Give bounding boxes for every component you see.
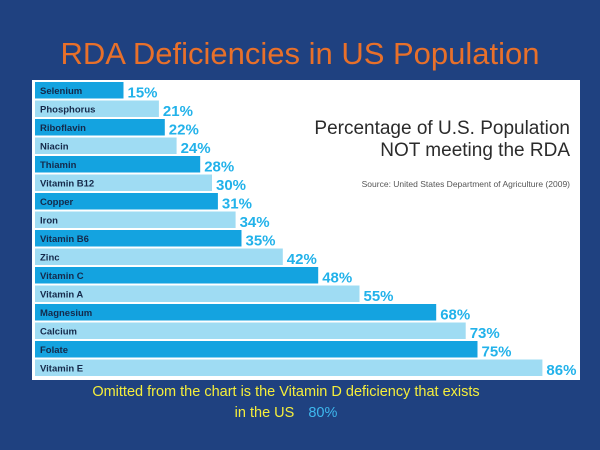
footnote-line-2: in the US bbox=[234, 405, 295, 421]
vitamin-d-value: 80% bbox=[308, 405, 338, 421]
value-label: 24% bbox=[181, 140, 211, 157]
bar-niacin bbox=[35, 137, 177, 154]
bar-zinc bbox=[35, 248, 283, 265]
category-label: Zinc bbox=[40, 252, 60, 263]
value-label: 48% bbox=[322, 270, 352, 287]
category-label: Vitamin A bbox=[40, 289, 83, 300]
chart-panel: Selenium 15% Phosphorus 21% Riboflavin 22% Nia… bbox=[32, 80, 580, 380]
chart-title: Percentage of U.S. Population NOT meetin… bbox=[262, 118, 570, 162]
value-label: 31% bbox=[222, 196, 252, 213]
bar-vitamin-c bbox=[35, 267, 319, 284]
bar-magnesium bbox=[35, 304, 437, 321]
category-label: Calcium bbox=[40, 326, 77, 337]
category-label: Phosphorus bbox=[40, 104, 95, 115]
value-label: 15% bbox=[128, 85, 158, 102]
chart-title-line-1: Percentage of U.S. Population bbox=[314, 118, 570, 139]
value-label: 42% bbox=[287, 251, 317, 268]
slide-title: RDA Deficiencies in US Population bbox=[60, 36, 540, 71]
bar-calcium bbox=[35, 322, 466, 339]
category-label: Vitamin C bbox=[40, 271, 84, 282]
bar-phosphorus bbox=[35, 100, 159, 117]
bar-vitamin-b12 bbox=[35, 174, 212, 191]
value-label: 55% bbox=[364, 288, 394, 305]
bar-folate bbox=[35, 341, 478, 358]
chart-title-line-2: NOT meeting the RDA bbox=[380, 140, 570, 161]
category-label: Vitamin B6 bbox=[40, 234, 89, 245]
category-label: Magnesium bbox=[40, 308, 92, 319]
footnote-line-1: Omitted from the chart is the Vitamin D … bbox=[92, 384, 480, 400]
value-label: 68% bbox=[440, 307, 470, 324]
category-label: Niacin bbox=[40, 141, 69, 152]
value-label: 86% bbox=[546, 362, 576, 379]
bar-copper bbox=[35, 193, 218, 210]
category-label: Riboflavin bbox=[40, 123, 86, 134]
category-label: Iron bbox=[40, 215, 58, 226]
chart-source: Source: United States Department of Agri… bbox=[361, 179, 570, 189]
category-label: Selenium bbox=[40, 86, 82, 97]
value-label: 22% bbox=[169, 122, 199, 139]
category-label: Vitamin B12 bbox=[40, 178, 94, 189]
category-label: Vitamin E bbox=[40, 363, 83, 374]
footnote: Omitted from the chart is the Vitamin D … bbox=[0, 382, 572, 424]
bar-selenium bbox=[35, 82, 124, 99]
bar-iron bbox=[35, 211, 236, 228]
value-label: 30% bbox=[216, 177, 246, 194]
bar-vitamin-e bbox=[35, 359, 543, 376]
bar-vitamin-b6 bbox=[35, 230, 242, 247]
bar-chart: Selenium 15% Phosphorus 21% Riboflavin 22% Nia… bbox=[35, 82, 576, 379]
value-label: 75% bbox=[482, 344, 512, 361]
value-label: 73% bbox=[470, 325, 500, 342]
category-label: Copper bbox=[40, 197, 74, 208]
value-label: 35% bbox=[246, 233, 276, 250]
value-label: 28% bbox=[204, 159, 234, 176]
value-label: 34% bbox=[240, 214, 270, 231]
category-label: Thiamin bbox=[40, 160, 77, 171]
value-label: 21% bbox=[163, 103, 193, 120]
bar-thiamin bbox=[35, 156, 201, 173]
category-label: Folate bbox=[40, 345, 68, 356]
bar-vitamin-a bbox=[35, 285, 360, 302]
bar-riboflavin bbox=[35, 119, 165, 136]
